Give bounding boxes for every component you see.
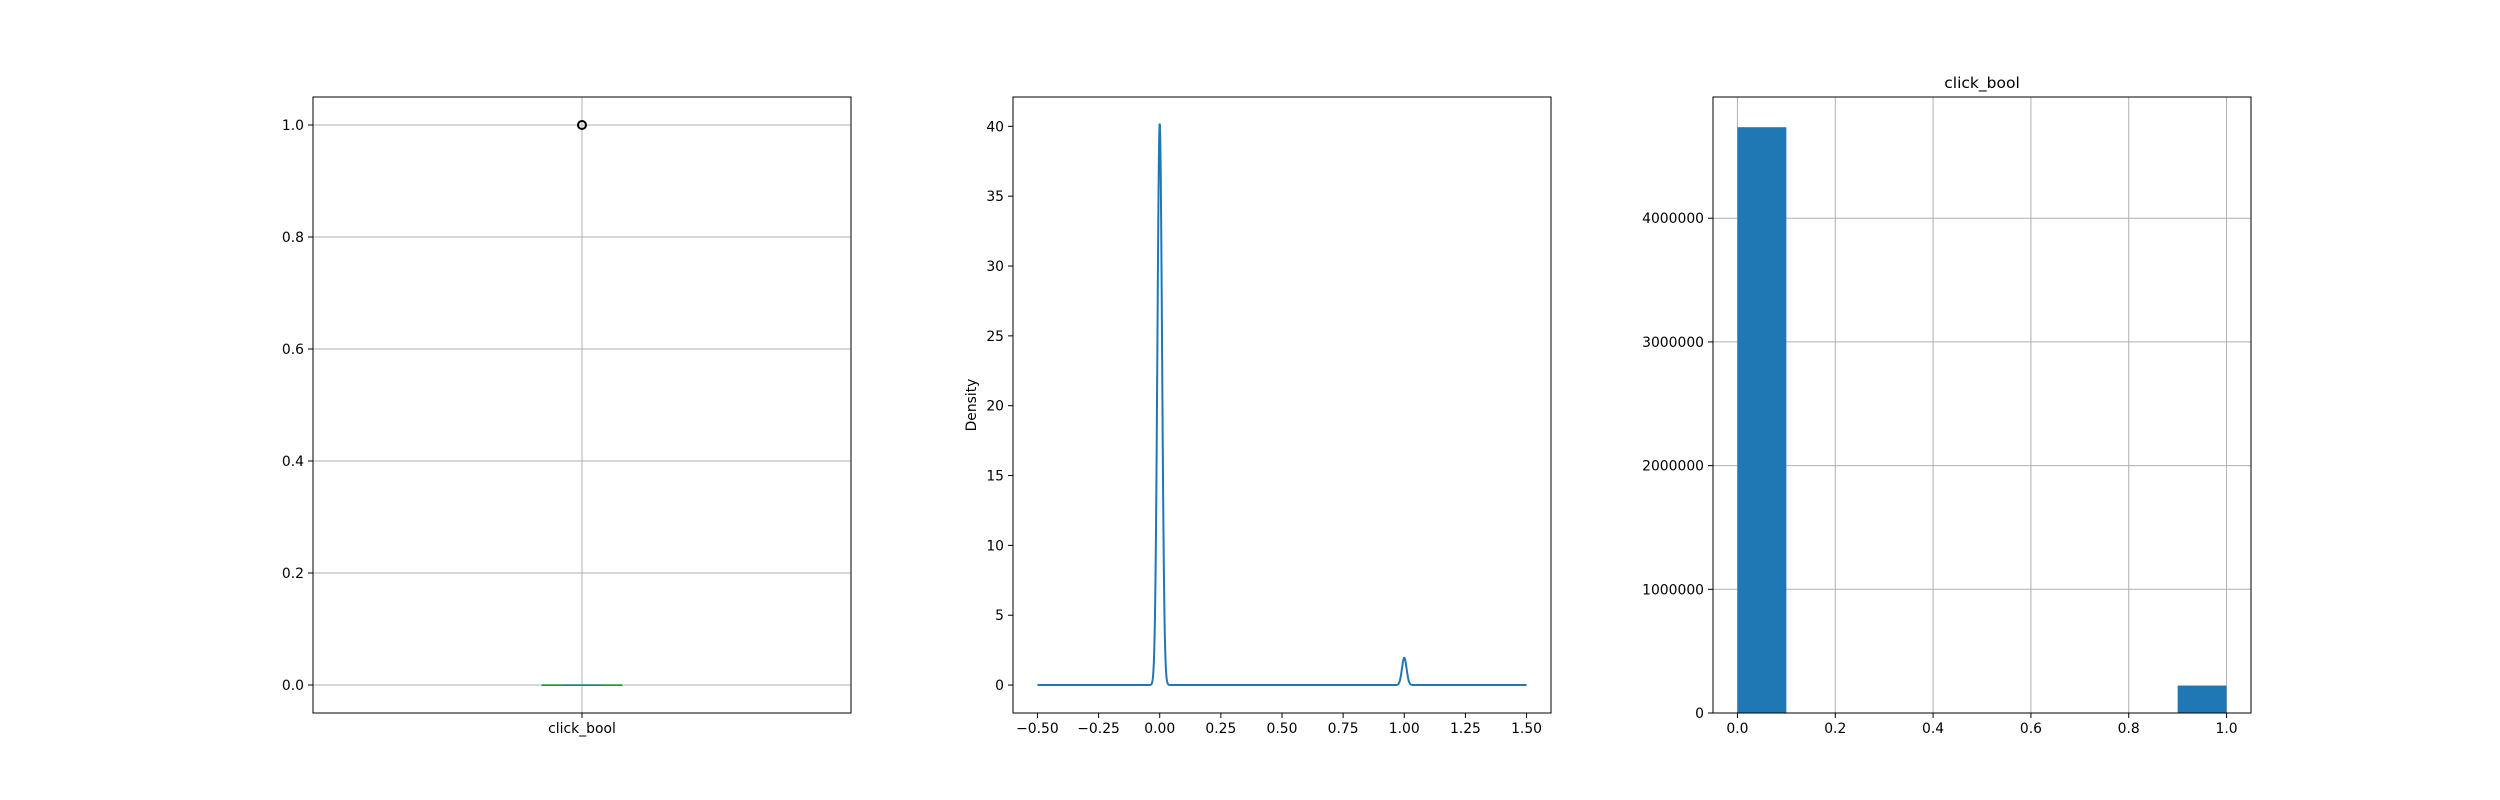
boxplot-ytick-label: 0.2 xyxy=(282,566,304,582)
boxplot-frame xyxy=(312,96,852,714)
boxplot-outlier xyxy=(577,120,587,130)
histogram-xtick-label: 0.8 xyxy=(2118,721,2140,737)
density-ytick-label: 0 xyxy=(995,678,1004,694)
histogram-xtick-label: 1.0 xyxy=(2215,721,2237,737)
boxplot-xtick-label: click_bool xyxy=(548,721,616,737)
density-panel: −0.50 −0.25 0.00 0.25 0.50 0.75 1.00 1.25 1.50 0 5… xyxy=(964,96,1552,737)
density-ytick-label: 10 xyxy=(986,538,1004,554)
density-frame xyxy=(1012,96,1552,714)
density-xtick-label: −0.25 xyxy=(1077,721,1120,737)
density-ylabel: Density xyxy=(964,379,980,432)
histogram-xtick-label: 0.2 xyxy=(1824,721,1846,737)
histogram-ytick-label: 3000000 xyxy=(1642,335,1704,351)
density-ticks: −0.50 −0.25 0.00 0.25 0.50 0.75 1.00 1.25 1.50 0 5… xyxy=(986,119,1542,737)
density-ytick-label: 30 xyxy=(986,259,1004,275)
density-xtick-label: −0.50 xyxy=(1016,721,1059,737)
density-xtick-label: 0.25 xyxy=(1205,721,1236,737)
histogram-frame xyxy=(1712,96,2252,714)
density-ytick-label: 5 xyxy=(995,608,1004,624)
histogram-panel: 0.0 0.2 0.4 0.6 0.8 1.0 0 1000000 2000000 3000000… xyxy=(1642,74,2252,737)
histogram-ytick-label: 2000000 xyxy=(1642,459,1704,475)
boxplot-marks xyxy=(541,120,623,686)
boxplot-ytick-label: 0.4 xyxy=(282,454,304,470)
boxplot-ticks: 0.0 0.2 0.4 0.6 0.8 1.0 click_bool xyxy=(282,118,616,737)
boxplot-panel: 0.0 0.2 0.4 0.6 0.8 1.0 click_bool xyxy=(282,96,852,737)
boxplot-grid xyxy=(313,97,851,713)
density-xtick-label: 1.00 xyxy=(1389,721,1420,737)
histogram-ticks: 0.0 0.2 0.4 0.6 0.8 1.0 0 1000000 2000000 3000000… xyxy=(1642,211,2237,737)
density-ytick-label: 35 xyxy=(986,189,1004,205)
boxplot-ytick-label: 0.6 xyxy=(282,342,304,358)
histogram-ytick-label: 1000000 xyxy=(1642,582,1704,598)
density-xtick-label: 1.25 xyxy=(1450,721,1481,737)
density-marks xyxy=(1037,123,1527,687)
histogram-xtick-label: 0.6 xyxy=(2020,721,2042,737)
histogram-marks xyxy=(1737,127,2227,714)
boxplot-ytick-label: 0.8 xyxy=(282,230,304,246)
density-curve xyxy=(1037,123,1527,687)
histogram-ytick-label: 4000000 xyxy=(1642,211,1704,227)
density-ytick-label: 25 xyxy=(986,329,1004,345)
density-ytick-label: 40 xyxy=(986,119,1004,135)
histogram-xtick-label: 0.4 xyxy=(1922,721,1944,737)
histogram-ytick-label: 0 xyxy=(1695,706,1704,722)
density-xtick-label: 0.00 xyxy=(1144,721,1175,737)
density-ytick-label: 15 xyxy=(986,469,1004,485)
density-xtick-label: 1.50 xyxy=(1511,721,1542,737)
histogram-bar xyxy=(2177,685,2227,713)
density-ytick-label: 20 xyxy=(986,399,1004,415)
boxplot-ytick-label: 1.0 xyxy=(282,118,304,134)
histogram-xtick-label: 0.0 xyxy=(1726,721,1748,737)
boxplot-ytick-label: 0.0 xyxy=(282,678,304,694)
density-xtick-label: 0.75 xyxy=(1328,721,1359,737)
histogram-bar xyxy=(1737,127,1787,714)
histogram-title: click_bool xyxy=(1944,74,2020,93)
density-xtick-label: 0.50 xyxy=(1267,721,1298,737)
